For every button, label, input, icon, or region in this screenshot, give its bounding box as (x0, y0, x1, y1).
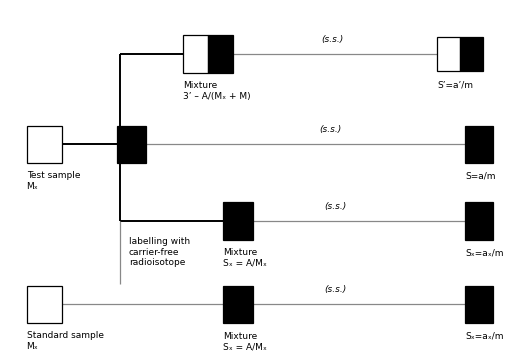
Bar (465, 202, 493, 240)
Text: labelling with
carrier-free
radioisotope: labelling with carrier-free radioisotope (129, 237, 190, 267)
Bar (224, 202, 252, 240)
Bar (26, 286, 62, 323)
Text: Mixture
Sₓ = A/Mₓ: Mixture Sₓ = A/Mₓ (224, 248, 267, 268)
Bar (465, 126, 493, 163)
Text: Sₓ=aₓ/m: Sₓ=aₓ/m (465, 332, 503, 341)
Text: Mixture
Sₓ = A/Mₓ: Mixture Sₓ = A/Mₓ (224, 332, 267, 351)
Bar (460, 37, 483, 71)
Bar (183, 35, 208, 73)
Bar (437, 37, 460, 71)
Text: Standard sample
Mₓ: Standard sample Mₓ (26, 332, 103, 351)
Text: S’=a’/m: S’=a’/m (437, 80, 473, 89)
Text: (s.s.): (s.s.) (321, 34, 343, 44)
Text: (s.s.): (s.s.) (319, 125, 341, 134)
Bar (224, 286, 252, 323)
Bar (208, 35, 233, 73)
Text: (s.s.): (s.s.) (324, 285, 346, 294)
Text: S=a/m: S=a/m (465, 172, 496, 181)
Bar (26, 126, 62, 163)
Text: (s.s.): (s.s.) (324, 202, 346, 211)
Bar (117, 126, 146, 163)
Text: Test sample
Mₓ: Test sample Mₓ (26, 171, 80, 191)
Bar (465, 286, 493, 323)
Text: Sₓ=aₓ/m: Sₓ=aₓ/m (465, 248, 503, 257)
Text: Mixture
3’ – A/(Mₓ + M): Mixture 3’ – A/(Mₓ + M) (183, 82, 251, 101)
